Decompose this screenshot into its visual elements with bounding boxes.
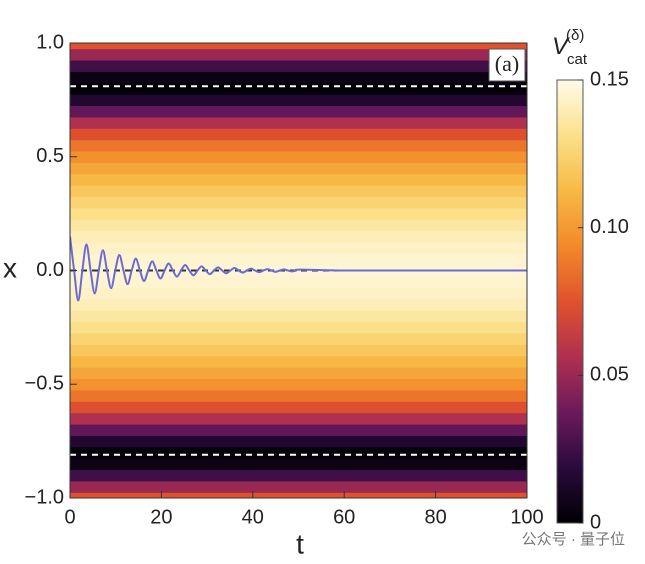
- heatmap-band: [70, 287, 527, 300]
- colorbar-label: V(δ) cat: [552, 27, 588, 68]
- heatmap-band: [70, 48, 527, 61]
- heatmap-band: [70, 59, 527, 72]
- heatmap-band: [70, 480, 527, 493]
- plot-area: [70, 43, 527, 498]
- y-tick-label: −1.0: [25, 486, 64, 508]
- heatmap-band: [70, 366, 527, 380]
- heatmap-band: [70, 400, 527, 414]
- heatmap-band: [70, 241, 527, 254]
- colorbar-tick-label: 0.15: [590, 68, 629, 90]
- x-tick-label: 60: [333, 506, 355, 528]
- heatmap-band: [70, 412, 527, 425]
- heatmap-band: [70, 332, 527, 345]
- heatmap-band: [70, 150, 527, 163]
- y-tick-label: 0.5: [36, 145, 64, 167]
- x-tick-label: 80: [424, 506, 446, 528]
- heatmap-band: [70, 82, 527, 95]
- heatmap-band: [70, 389, 527, 402]
- heatmap-band: [70, 309, 527, 323]
- x-tick-label: 20: [150, 506, 172, 528]
- heatmap-band: [70, 446, 527, 459]
- heatmap-band: [70, 378, 527, 391]
- heatmap-band: [70, 196, 527, 209]
- x-tick-label: 100: [510, 506, 543, 528]
- heatmap-band: [70, 43, 527, 50]
- heatmap-band: [70, 93, 527, 107]
- heatmap-band: [70, 321, 527, 334]
- y-axis-label: x: [3, 252, 17, 283]
- heatmap-band: [70, 218, 527, 232]
- heatmap-band: [70, 173, 527, 186]
- heatmap-band: [70, 298, 527, 311]
- x-axis-label: t: [296, 528, 304, 559]
- y-tick-label: 0.0: [36, 259, 64, 281]
- heatmap-band: [70, 207, 527, 220]
- colorbar-label-base: V: [552, 33, 570, 60]
- x-tick-label: 0: [64, 506, 75, 528]
- x-tick-label: 40: [242, 506, 264, 528]
- heatmap-band: [70, 343, 527, 357]
- heatmap-band: [70, 116, 527, 129]
- trajectory-line: [70, 236, 527, 302]
- heatmap-band: [70, 184, 527, 198]
- heatmap-band: [70, 491, 527, 498]
- heatmap-band: [70, 434, 527, 448]
- panel-label: (a): [495, 51, 519, 76]
- heatmap-band: [70, 275, 527, 289]
- panel-label-box: [488, 48, 526, 82]
- colorbar-tick-label: 0.10: [590, 216, 629, 238]
- heatmap-band: [70, 161, 527, 175]
- y-tick-label: −0.5: [25, 373, 64, 395]
- heatmap-band: [70, 252, 527, 266]
- heatmap-band: [70, 457, 527, 471]
- heatmap-band: [70, 423, 527, 436]
- heatmap-band: [70, 230, 527, 243]
- y-tick-label: 1.0: [36, 31, 64, 53]
- heatmap-band: [70, 127, 527, 141]
- heatmap-band: [70, 139, 527, 152]
- heatmap-band: [70, 469, 527, 482]
- colorbar-label-sup: (δ): [566, 27, 584, 44]
- heatmap-band: [70, 355, 527, 368]
- colorbar-tick-label: 0.05: [590, 364, 629, 386]
- colorbar-tick-label: 0: [590, 511, 601, 533]
- heatmap-band: [70, 105, 527, 118]
- colorbar: [556, 79, 584, 524]
- watermark: 公众号 · 量子位: [522, 531, 625, 548]
- colorbar-label-sub: cat: [567, 51, 588, 68]
- heatmap-band: [70, 70, 527, 84]
